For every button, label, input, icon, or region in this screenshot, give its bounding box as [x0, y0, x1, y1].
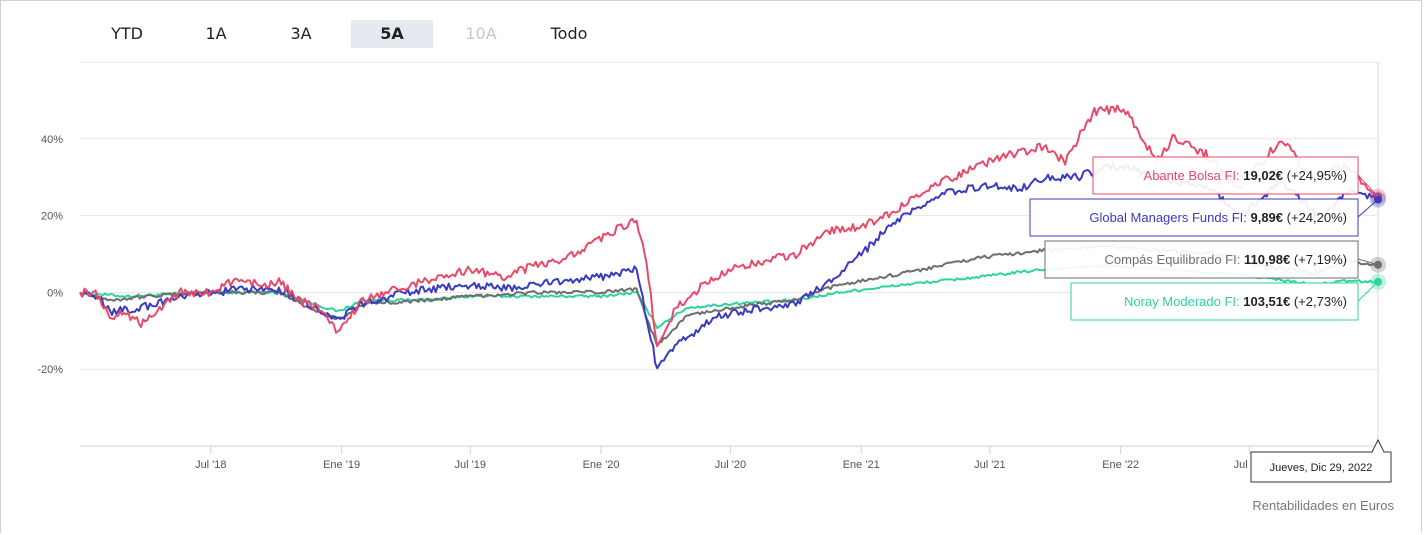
y-tick-label: 20%: [41, 211, 63, 223]
date-tooltip: Jueves, Dic 29, 2022: [1250, 438, 1392, 483]
tooltip-connector: [1357, 199, 1379, 218]
tooltip-text: Abante Bolsa FI: 19,02€ (+24,95%): [1144, 168, 1347, 183]
tooltip-change: (+7,19%): [1294, 252, 1347, 267]
tooltip-series-name: Abante Bolsa FI: [1144, 168, 1237, 183]
tooltip-connector: [1357, 281, 1379, 302]
tooltip-separator: :: [1236, 168, 1243, 183]
tooltip-box: [1092, 156, 1359, 195]
tooltip-box: [1029, 198, 1359, 237]
range-button-1a[interactable]: 1A: [205, 24, 227, 43]
tooltip-connector: [1357, 174, 1379, 197]
tooltip-change: (+24,20%): [1287, 210, 1347, 225]
tooltip-text: Global Managers Funds FI: 9,89€ (+24,20%…: [1089, 210, 1347, 225]
tooltip-text: Noray Moderado FI: 103,51€ (+2,73%): [1124, 294, 1347, 309]
range-button-10a: 10A: [465, 24, 497, 43]
series-line-abante: [79, 104, 1379, 347]
x-tick-label: Ene '20: [583, 459, 620, 471]
tooltip-price: 103,51€: [1243, 294, 1290, 309]
tooltip-text: Compás Equilibrado FI: 110,98€ (+7,19%): [1105, 252, 1348, 267]
tooltip-connector: [1357, 258, 1379, 266]
tooltip-price: 9,89€: [1250, 210, 1283, 225]
tooltip-change: (+24,95%): [1287, 168, 1347, 183]
series-tooltip-compas: Compás Equilibrado FI: 110,98€ (+7,19%): [1044, 240, 1379, 279]
range-button-ytd[interactable]: YTD: [111, 24, 143, 43]
series-tooltip-global: Global Managers Funds FI: 9,89€ (+24,20%…: [1029, 198, 1379, 237]
range-button-5a[interactable]: 5A: [351, 20, 433, 48]
x-tick-label: Jul '21: [974, 459, 1005, 471]
x-tick-label: Jul '18: [195, 459, 226, 471]
tooltip-change: (+2,73%): [1294, 294, 1347, 309]
tooltip-price: 110,98€: [1244, 252, 1290, 267]
x-tick-label: Jul '19: [455, 459, 486, 471]
x-tick-label: Ene '21: [843, 459, 880, 471]
date-tooltip-text: Jueves, Dic 29, 2022: [1270, 462, 1373, 474]
tooltip-box: [1070, 282, 1359, 321]
tooltip-price: 19,02€: [1243, 168, 1283, 183]
date-tooltip-box: [1250, 438, 1392, 483]
tooltip-separator: :: [1237, 252, 1244, 267]
tooltip-separator: :: [1243, 210, 1250, 225]
series-tooltip-noray: Noray Moderado FI: 103,51€ (+2,73%): [1070, 281, 1379, 321]
tooltip-separator: :: [1236, 294, 1243, 309]
range-button-3a[interactable]: 3A: [290, 24, 312, 43]
range-button-todo[interactable]: Todo: [550, 24, 588, 43]
x-tick-label: Ene '22: [1102, 459, 1139, 471]
tooltip-series-name: Compás Equilibrado FI: [1105, 252, 1237, 267]
tooltip-series-name: Noray Moderado FI: [1124, 294, 1236, 309]
x-tick-label: Ene '19: [323, 459, 360, 471]
tooltip-box: [1044, 240, 1359, 279]
y-tick-label: -20%: [37, 364, 63, 376]
series-tooltip-abante: Abante Bolsa FI: 19,02€ (+24,95%): [1092, 156, 1379, 197]
tooltip-series-name: Global Managers Funds FI: [1089, 210, 1243, 225]
y-tick-label: 40%: [41, 134, 63, 146]
x-tick-label: Jul '20: [715, 459, 746, 471]
y-tick-label: 0%: [47, 287, 63, 299]
footer-note: Rentabilidades en Euros: [1252, 498, 1394, 513]
